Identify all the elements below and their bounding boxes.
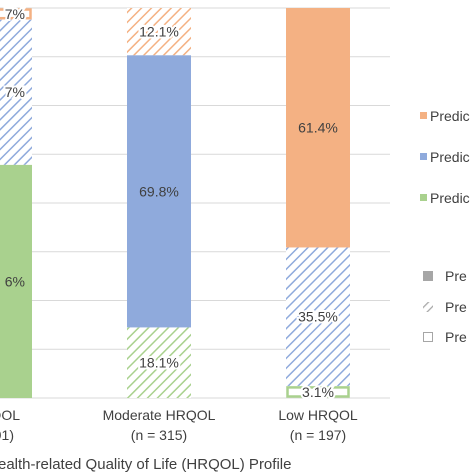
legend-outline-swatch	[423, 332, 433, 342]
legend-fill-label: Pre	[445, 268, 467, 284]
bar-segment-moderate-blue	[127, 55, 191, 328]
bar-segment-low-green	[286, 386, 350, 398]
segment-label: 3.1%	[302, 384, 334, 400]
legend-label: Predic	[430, 108, 470, 124]
bar-segment-low-orange	[286, 8, 350, 248]
x-axis-label: ealth-related Quality of Life (HRQOL) Pr…	[0, 456, 291, 473]
bar-segment-low-blue	[286, 247, 350, 386]
legend-swatch-green	[420, 194, 427, 201]
legend-fill-label: Pre	[445, 329, 467, 345]
segment-label: 69.8%	[139, 183, 179, 199]
category-count-label: (n = 197)	[290, 427, 346, 443]
bar-segment-moderate-orange	[127, 8, 191, 56]
segment-label: 7%	[5, 6, 25, 22]
legend-swatch-orange	[420, 112, 427, 119]
bar-segment-high-orange	[0, 8, 32, 20]
gridlines	[0, 7, 390, 399]
bars	[0, 8, 350, 398]
segment-label: 61.4%	[298, 120, 338, 136]
bar-segment-moderate-green	[127, 327, 191, 398]
legend-label: Predic	[430, 190, 470, 206]
legend: Predic Predic Predic Pre Pre Pre	[420, 108, 470, 345]
segment-label: 35.5%	[298, 309, 338, 325]
segment-label: 6%	[5, 273, 25, 289]
category-label: Low HRQOL	[278, 407, 358, 423]
legend-label: Predic	[430, 149, 470, 165]
legend-fill-label: Pre	[445, 299, 467, 315]
category-labels: HRQOL 191) Moderate HRQOL (n = 315) Low HRQO…	[0, 407, 358, 443]
category-label: Moderate HRQOL	[103, 407, 216, 423]
bar-segment-high-green	[0, 164, 32, 398]
category-label: HRQOL	[0, 407, 20, 423]
legend-solid-swatch	[423, 271, 433, 281]
category-count-label: (n = 315)	[131, 427, 187, 443]
segment-labels: 6% 7% 7% 18.1% 69.8% 12.1% 3.1% 35.5% 61.4%	[3, 4, 340, 402]
bar-segment-high-blue	[0, 19, 32, 165]
legend-hatch-swatch	[423, 302, 433, 312]
segment-label: 18.1%	[139, 355, 179, 371]
segment-label: 12.1%	[139, 24, 179, 40]
segment-label: 7%	[5, 84, 25, 100]
legend-swatch-blue	[420, 153, 427, 160]
category-count-label: 191)	[0, 427, 14, 443]
